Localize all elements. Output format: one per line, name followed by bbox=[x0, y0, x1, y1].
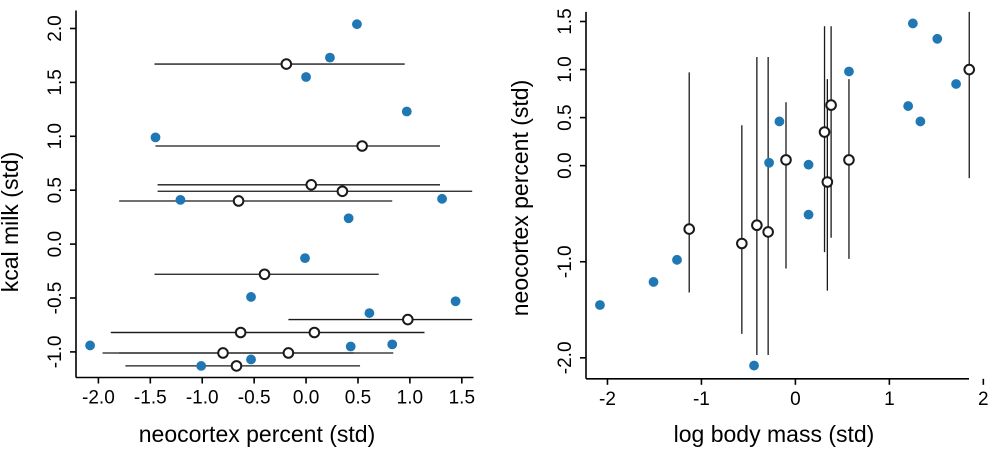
svg-text:0.0: 0.0 bbox=[45, 231, 66, 257]
svg-text:0.5: 0.5 bbox=[45, 177, 66, 203]
svg-text:-2.0: -2.0 bbox=[555, 341, 576, 374]
svg-text:-0.5: -0.5 bbox=[238, 388, 271, 409]
svg-text:2: 2 bbox=[978, 389, 989, 410]
svg-text:1.0: 1.0 bbox=[555, 56, 576, 82]
svg-text:-1.0: -1.0 bbox=[45, 336, 66, 369]
svg-text:-1: -1 bbox=[693, 389, 710, 410]
svg-text:-1.5: -1.5 bbox=[134, 388, 167, 409]
svg-text:kcal milk (std): kcal milk (std) bbox=[0, 152, 23, 293]
svg-text:-2.0: -2.0 bbox=[82, 388, 115, 409]
svg-text:1.0: 1.0 bbox=[45, 123, 66, 149]
svg-text:2.0: 2.0 bbox=[45, 15, 66, 41]
svg-text:-1.0: -1.0 bbox=[186, 388, 219, 409]
svg-text:-1.0: -1.0 bbox=[555, 245, 576, 278]
svg-text:-0.5: -0.5 bbox=[45, 282, 66, 315]
svg-text:1.5: 1.5 bbox=[45, 69, 66, 95]
svg-text:0.0: 0.0 bbox=[293, 388, 319, 409]
svg-text:0: 0 bbox=[790, 389, 801, 410]
svg-text:neocortex percent (std): neocortex percent (std) bbox=[139, 421, 376, 447]
svg-text:0.5: 0.5 bbox=[345, 388, 371, 409]
svg-text:1.5: 1.5 bbox=[555, 8, 576, 34]
svg-text:1.5: 1.5 bbox=[449, 388, 475, 409]
svg-text:-2: -2 bbox=[599, 389, 616, 410]
svg-text:1.0: 1.0 bbox=[397, 388, 423, 409]
svg-text:1: 1 bbox=[884, 389, 895, 410]
svg-text:log body mass (std): log body mass (std) bbox=[674, 421, 875, 447]
svg-text:neocortex percent (std): neocortex percent (std) bbox=[507, 80, 533, 317]
svg-text:0.5: 0.5 bbox=[555, 104, 576, 130]
svg-text:0.0: 0.0 bbox=[555, 152, 576, 178]
